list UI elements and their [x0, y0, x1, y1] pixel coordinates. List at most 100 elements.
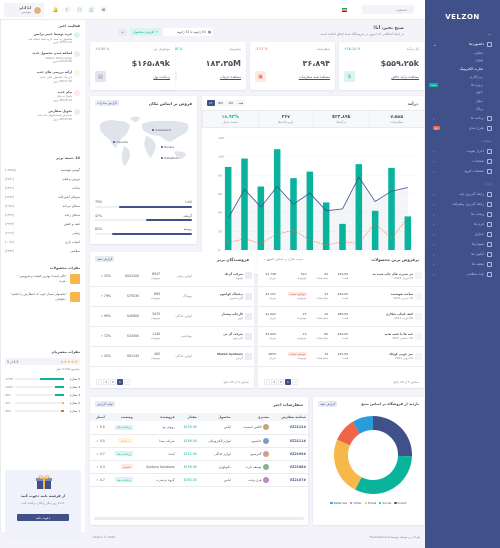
date-range-picker[interactable]: ▦ 01 ژانویه تا 31 ژانویه — [163, 28, 213, 36]
table-row[interactable]: #VZ2112 الکس اسمیت لباس $109.00 زووتی یو پردا… — [90, 421, 308, 435]
column-header[interactable]: مشتری — [232, 413, 271, 421]
table-row[interactable]: شرکت آی تی آلدرسون بهداشتی 1140 موجودی $34500… — [90, 326, 254, 347]
order-id[interactable]: #VZ2109 — [270, 447, 308, 461]
column-header[interactable]: فروشنده — [134, 413, 177, 421]
activity-item[interactable]: پیام جدید پاسخ به پیام 06:22 PM دیروز — [5, 89, 80, 102]
page-button[interactable]: 1 — [285, 379, 291, 385]
seller-name[interactable]: شرکت آی‌تک — [224, 271, 243, 276]
sidebar-item[interactable]: ویجت ها ‹ — [425, 209, 500, 219]
category-item[interactable]: اسباب بازی (۱۰۳۸) — [5, 237, 80, 246]
sidebar-subitem[interactable]: CRM — [425, 57, 500, 65]
activity-toggle-button[interactable]: ⚡ — [118, 28, 127, 36]
column-header[interactable]: مقدار — [176, 413, 199, 421]
sidebar-subitem[interactable]: وبلاگ — [425, 105, 500, 113]
sidebar-item-layouts[interactable]: طرح بندی داغ — [425, 123, 500, 133]
activity-item[interactable]: تحویل سفارش سفارش شما تحویل داده شد 03:05 … — [5, 108, 80, 121]
kpi-link[interactable]: برداشت پول — [153, 75, 170, 79]
order-id[interactable]: #VZ2107 — [270, 473, 308, 487]
page-button[interactable]: 3 — [103, 379, 109, 385]
sidebar-subitem[interactable]: تحلیلی — [425, 49, 500, 57]
table-row[interactable]: حبه ها با جعبه هدیه 30 دسامبر 2021 $49.00 ق… — [258, 326, 424, 347]
table-row[interactable]: تی شیرت های چاپ شده مد 24 آوریل 2021 $29.0… — [258, 266, 424, 287]
activity-item[interactable]: خرید توسط جیمز پرایس محصول به سبد خرید شم… — [5, 32, 80, 44]
page-button[interactable]: 2 — [110, 379, 116, 385]
sidebar-item[interactable]: فرم ها ‹ — [425, 219, 500, 229]
prev-page-button[interactable]: ‹ — [124, 379, 130, 385]
sidebar-item[interactable]: احراز هویت ‹ — [425, 146, 500, 156]
search-input[interactable]: جستجو... — [394, 7, 408, 12]
order-id[interactable]: #VZ2108 — [270, 460, 308, 474]
sidebar-item[interactable]: جداول ‹ — [425, 229, 500, 239]
sidebar-item[interactable]: آیکون ها ‹ — [425, 249, 500, 259]
sidebar-item[interactable]: نمودارها ‹ — [425, 239, 500, 249]
order-id[interactable]: #VZ2111 — [270, 434, 308, 448]
table-row[interactable]: #VZ2109 آلدرسون لوازم خانگی $215.00 آینده پرد… — [90, 447, 308, 461]
sidebar-subitem[interactable]: تجارت الکترونیک — [425, 65, 500, 73]
sidebar-item-apps[interactable]: برنامه ها ‹ — [425, 113, 500, 123]
horizontal-scrollbar[interactable] — [94, 517, 304, 520]
category-item[interactable]: کیف و کفش (۳۲۴۳) — [5, 219, 80, 228]
page-button[interactable]: 1 — [117, 379, 123, 385]
brand-logo[interactable]: VELZON — [445, 13, 480, 21]
table-row[interactable]: شرکت آی‌تک اولیویا لوازم برقی 8547 موجودی $54… — [90, 266, 254, 287]
cart-icon[interactable]: 🛒 — [88, 6, 95, 13]
kpi-link[interactable]: مشاهده درآمد خالص — [391, 75, 419, 79]
table-row[interactable]: میز چوبی کوچک 25 ژوئن 2021 $25.00 قیمت 34 سفا… — [258, 346, 424, 367]
filter-6M[interactable]: 6M — [216, 100, 225, 106]
donut-slice-other[interactable] — [337, 421, 361, 446]
next-page-button[interactable]: › — [96, 379, 102, 385]
column-header[interactable]: محصول — [198, 413, 233, 421]
category-item[interactable]: مدهای مردانه (۲۹۸۸) — [5, 201, 80, 210]
table-row[interactable]: کارخانه پیشتاز کوپر لوازم خانگی 3470 موجودی $… — [90, 306, 254, 327]
flag-icon[interactable] — [341, 6, 348, 13]
donut-slice-referrals[interactable] — [352, 416, 374, 434]
seller-name[interactable]: دیجیتال کوانتوم — [219, 292, 243, 296]
generate-report-button[interactable]: تولید گزارش — [95, 401, 115, 407]
bell-icon[interactable]: 🔔 — [52, 6, 59, 13]
category-item[interactable]: زیبایی (۲۲۱۴) — [5, 228, 80, 237]
donut-slice-email[interactable] — [334, 439, 362, 490]
map-marker[interactable]: Greenland — [152, 128, 171, 132]
sidebar-subitem[interactable]: NFT — [425, 89, 500, 97]
donut-slice-direct[interactable] — [372, 416, 412, 457]
column-header[interactable]: امتیاز — [90, 413, 107, 421]
fullscreen-icon[interactable]: ⛶ — [76, 6, 83, 13]
product-name[interactable]: ساعت هوشمند — [390, 292, 413, 296]
category-item[interactable]: دوربین و فیلم (۴۵۳۱) — [5, 174, 80, 183]
page-button[interactable]: 3 — [271, 379, 277, 385]
seller-name[interactable]: کارخانه پیشتاز — [221, 312, 243, 316]
product-name[interactable]: حبه ها با جعبه هدیه — [384, 332, 413, 336]
seller-name[interactable]: شرکت آی تی — [223, 332, 243, 336]
column-header[interactable]: وضعیت — [106, 413, 135, 421]
dark-mode-icon[interactable]: ☾ — [64, 6, 71, 13]
category-item[interactable]: سلامتی (۴۴۳۴) — [5, 246, 80, 255]
table-row[interactable]: Meta4 Systems گریس لوازم خانگی 400 موجودی $91… — [90, 346, 254, 367]
invite-button[interactable]: دعوت نامه — [17, 514, 69, 521]
search-box[interactable]: ⌕ جستجو... — [362, 5, 414, 14]
store-report-button[interactable]: گزارش دهید — [318, 401, 338, 407]
sidebar-subitem[interactable]: رمزنگاری — [425, 73, 500, 81]
map-marker[interactable]: Canada — [113, 140, 128, 144]
map-marker[interactable]: Palestine — [161, 156, 178, 160]
table-row[interactable]: #VZ2107 هری وایت لباس $330.00 گروه تی‌شرت پرد… — [90, 473, 308, 487]
product-name[interactable]: تی شیرت های چاپ شده مد — [372, 271, 413, 276]
activity-item[interactable]: ارائه بررسی های جدید این یک محصول عالی اس… — [5, 70, 80, 83]
filter-همه[interactable]: همه — [236, 100, 246, 106]
product-name[interactable]: کیف کیتاب شکاری — [385, 312, 413, 316]
sidebar-item[interactable]: رابط کاربری پایه ‹ — [425, 189, 500, 199]
category-item[interactable]: گوشی هوشمند (۱۴۵۵۵) — [5, 165, 80, 174]
sort-dropdown[interactable]: مرتب سازی بر اساس: امروز ⌄ — [263, 257, 303, 261]
product-name[interactable]: میز چوبی کوچک — [388, 352, 413, 356]
sidebar-item-dashboards[interactable]: داشبوردها ⌄ — [425, 39, 500, 49]
page-button[interactable]: 2 — [278, 379, 284, 385]
export-report-button[interactable]: گزارش صادرات — [95, 100, 119, 106]
donut-slice-social[interactable] — [355, 455, 412, 494]
kpi-link[interactable]: مشاهده جزئیات — [219, 75, 241, 79]
map-marker[interactable]: Russia — [161, 145, 174, 149]
column-header[interactable]: شناسه سفارش — [270, 413, 308, 421]
report-button[interactable]: گزارش دهید — [95, 256, 115, 262]
sidebar-item[interactable]: چند سطحی ‹ — [425, 269, 500, 279]
sidebar-subitem[interactable]: پروژه ها جدید — [425, 81, 500, 89]
order-id[interactable]: #VZ2112 — [270, 421, 308, 435]
category-item[interactable]: ساعت (۳۴۴۲) — [5, 183, 80, 192]
